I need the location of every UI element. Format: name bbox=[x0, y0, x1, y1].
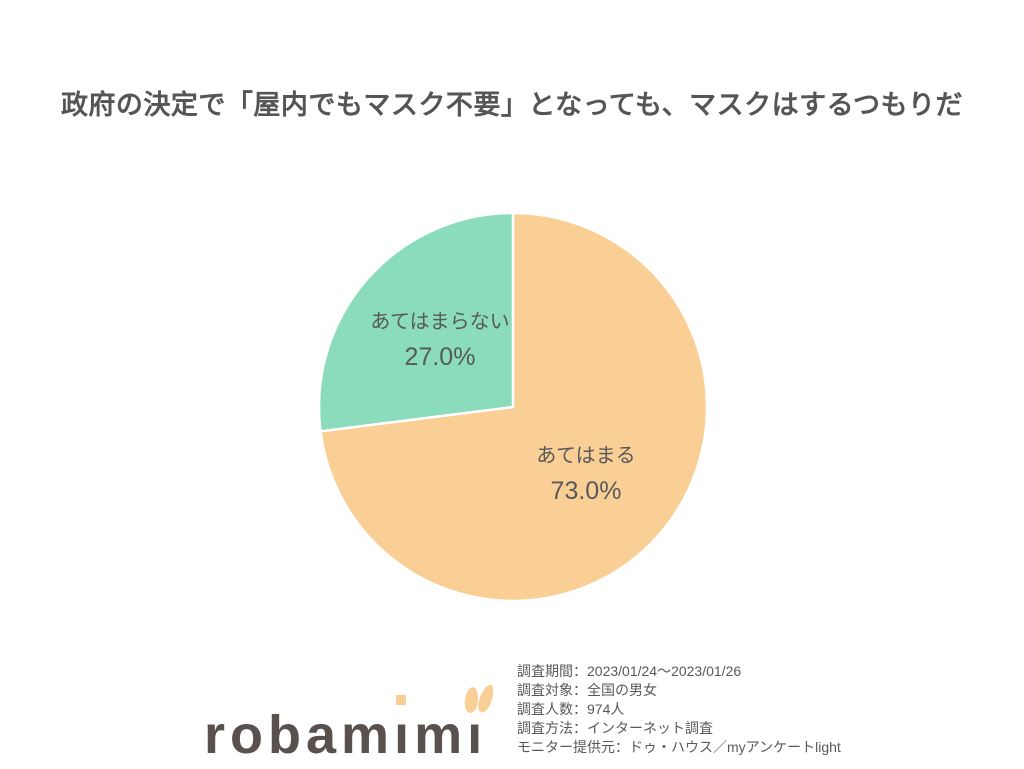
logo-text: ı bbox=[467, 705, 488, 765]
pie-slice bbox=[317, 211, 515, 433]
logo-orange-dot-icon bbox=[396, 695, 407, 705]
pie-label-atehamaru: あてはまる 73.0% bbox=[476, 443, 696, 506]
pie-label-atehamaranai: あてはまらない 27.0% bbox=[330, 309, 550, 372]
logo-text: robam bbox=[204, 705, 395, 765]
survey-line-monitor: モニター提供元：ドゥ・ハウス／myアンケートlight bbox=[517, 739, 841, 755]
slice-label-text: あてはまらない bbox=[370, 311, 510, 333]
survey-details: 調査期間：2023/01/24～2023/01/26 調査対象：全国の男女 調査… bbox=[517, 662, 841, 757]
logo-text: m bbox=[414, 705, 468, 765]
slice-percent-text: 73.0% bbox=[550, 477, 622, 505]
donkey-ear-right-icon bbox=[475, 682, 497, 715]
slice-percent-text: 27.0% bbox=[404, 343, 476, 371]
survey-line-count: 調査人数：974人 bbox=[517, 701, 625, 717]
slice-label-text: あてはまる bbox=[536, 445, 636, 467]
logo-text: ı bbox=[394, 705, 415, 765]
pie-chart bbox=[317, 211, 709, 603]
survey-line-target: 調査対象：全国の男女 bbox=[517, 682, 657, 698]
chart-title: 政府の決定で「屋内でもマスク不要」となっても、マスクはするつもりだ bbox=[60, 90, 964, 120]
survey-line-method: 調査方法：インターネット調査 bbox=[517, 720, 713, 736]
pie-chart-area: あてはまらない 27.0% あてはまる 73.0% bbox=[317, 211, 709, 603]
robamimi-logo: robam ım ı bbox=[204, 682, 497, 765]
survey-line-period: 調査期間：2023/01/24～2023/01/26 bbox=[517, 663, 742, 679]
